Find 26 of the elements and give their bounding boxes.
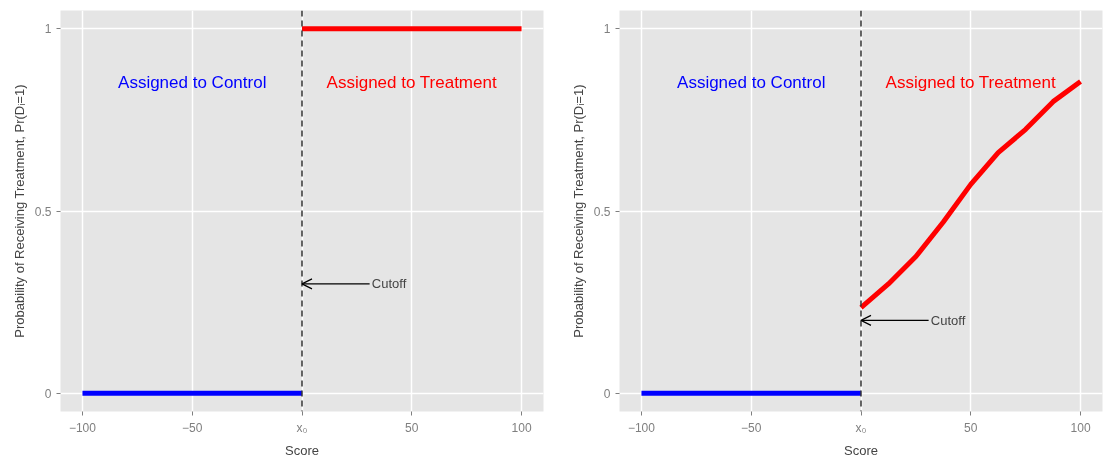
x-axis-title: Score: [285, 442, 319, 458]
text: Assigned to Treatment: [326, 73, 497, 93]
x-tick-label: −100: [627, 420, 656, 435]
x-tick-label: x₀: [296, 420, 308, 435]
y-axis-title: Probability of Receiving Treatment, Pr(Dᵢ=1): [570, 84, 586, 338]
y-tick-label: 0.5: [593, 204, 611, 219]
x-tick-label: 100: [511, 420, 532, 435]
x-axis-title: Score: [844, 442, 878, 458]
x-tick-label: x₀: [855, 420, 867, 435]
x-tick-label: 50: [405, 420, 419, 435]
y-tick-label: 1: [603, 22, 611, 37]
y-tick-label: 0.5: [34, 204, 52, 219]
y-tick-label: 0: [44, 386, 52, 401]
x-tick-label: 100: [1070, 420, 1091, 435]
annotation: Cutoff: [371, 276, 407, 292]
y-axis-title: Probability of Receiving Treatment, Pr(Dᵢ=1): [11, 84, 27, 338]
text: Assigned to Control: [118, 73, 267, 93]
y-tick-label: 0: [603, 386, 611, 401]
series-label: Assigned to Treatment: [885, 73, 1056, 93]
text: Assigned to Control: [677, 73, 826, 93]
x-tick-label: −100: [68, 420, 97, 435]
x-tick-label: −50: [741, 420, 762, 435]
x-tick-label: −50: [182, 420, 203, 435]
annotation: Cutoff: [930, 312, 966, 328]
y-tick-label: 1: [44, 22, 52, 37]
x-tick-label: 50: [964, 420, 978, 435]
